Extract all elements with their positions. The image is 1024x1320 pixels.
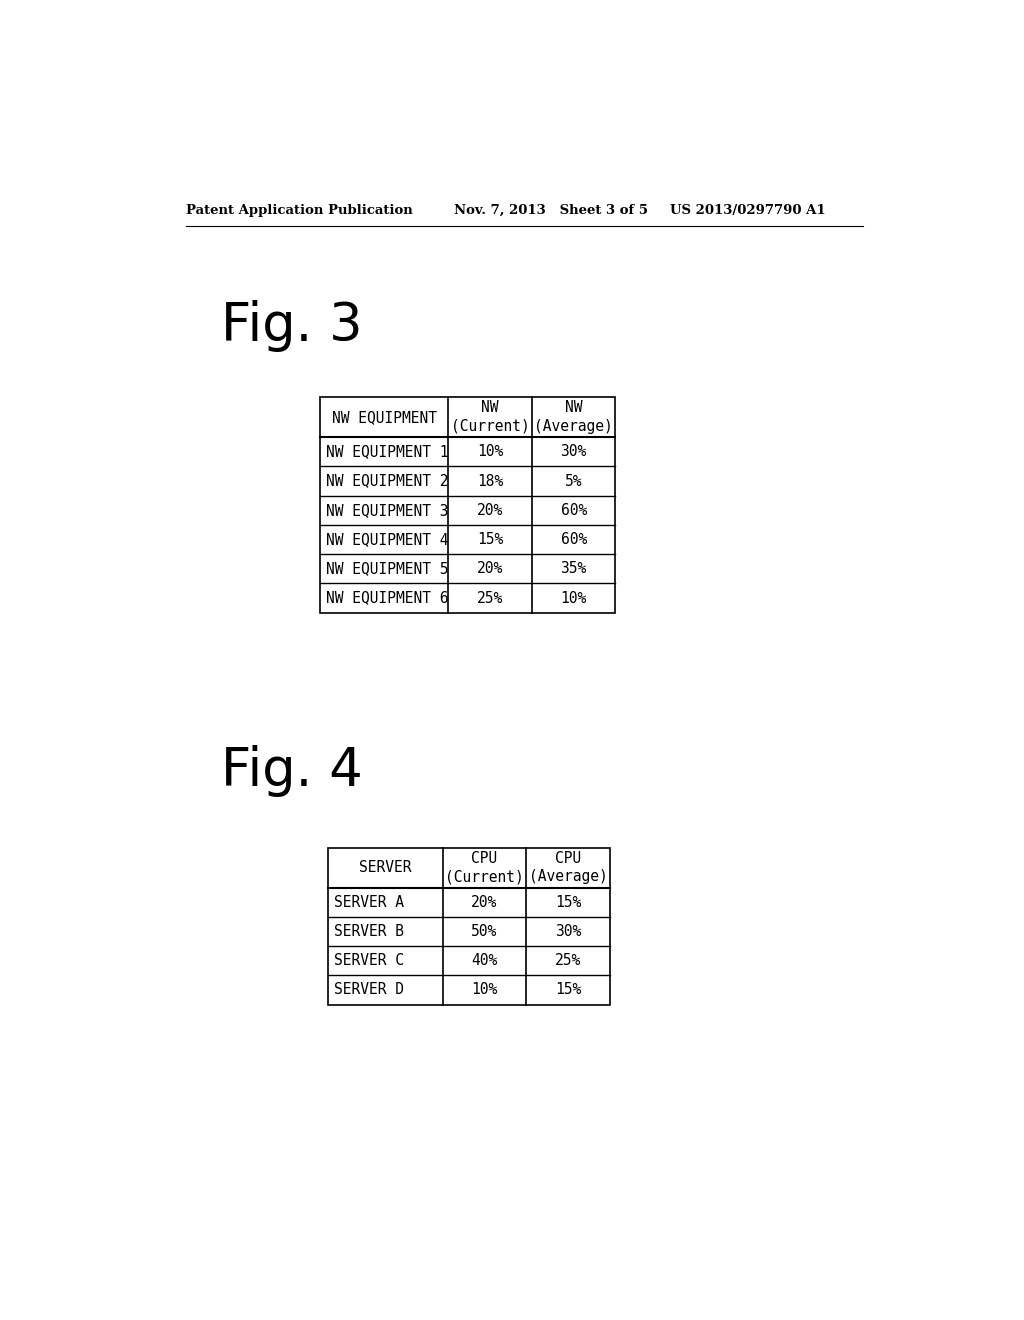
Bar [321,397,615,612]
Text: 15%: 15% [555,982,582,998]
Text: NW EQUIPMENT 4: NW EQUIPMENT 4 [327,532,449,546]
Text: 60%: 60% [560,503,587,517]
Text: SERVER: SERVER [359,861,412,875]
Text: SERVER C: SERVER C [334,953,404,969]
Text: 10%: 10% [560,590,587,606]
Text: Fig. 3: Fig. 3 [221,300,362,352]
Text: 35%: 35% [560,561,587,577]
Text: 25%: 25% [555,953,582,969]
Text: 20%: 20% [471,895,498,909]
Text: 60%: 60% [560,532,587,546]
Text: NW EQUIPMENT 1: NW EQUIPMENT 1 [327,445,449,459]
Text: CPU
(Current): CPU (Current) [445,851,524,884]
Text: 15%: 15% [477,532,503,546]
Text: Fig. 4: Fig. 4 [221,746,362,797]
Text: 15%: 15% [555,895,582,909]
Text: 10%: 10% [471,982,498,998]
Text: Patent Application Publication: Patent Application Publication [186,205,413,218]
Text: 18%: 18% [477,474,503,488]
Text: Nov. 7, 2013   Sheet 3 of 5: Nov. 7, 2013 Sheet 3 of 5 [454,205,647,218]
Text: 25%: 25% [477,590,503,606]
Text: 30%: 30% [560,445,587,459]
Text: 50%: 50% [471,924,498,939]
Text: 5%: 5% [565,474,583,488]
Text: 40%: 40% [471,953,498,969]
Text: NW EQUIPMENT 6: NW EQUIPMENT 6 [327,590,449,606]
Bar [328,847,610,1005]
Text: NW EQUIPMENT 2: NW EQUIPMENT 2 [327,474,449,488]
Text: NW
(Current): NW (Current) [451,400,529,434]
Text: SERVER A: SERVER A [334,895,404,909]
Text: US 2013/0297790 A1: US 2013/0297790 A1 [671,205,826,218]
Text: 10%: 10% [477,445,503,459]
Text: SERVER D: SERVER D [334,982,404,998]
Text: NW EQUIPMENT 3: NW EQUIPMENT 3 [327,503,449,517]
Text: SERVER B: SERVER B [334,924,404,939]
Text: NW EQUIPMENT 5: NW EQUIPMENT 5 [327,561,449,577]
Text: CPU
(Average): CPU (Average) [528,851,607,884]
Text: 30%: 30% [555,924,582,939]
Text: NW
(Average): NW (Average) [535,400,613,434]
Text: NW EQUIPMENT: NW EQUIPMENT [332,409,436,425]
Text: 20%: 20% [477,503,503,517]
Text: 20%: 20% [477,561,503,577]
